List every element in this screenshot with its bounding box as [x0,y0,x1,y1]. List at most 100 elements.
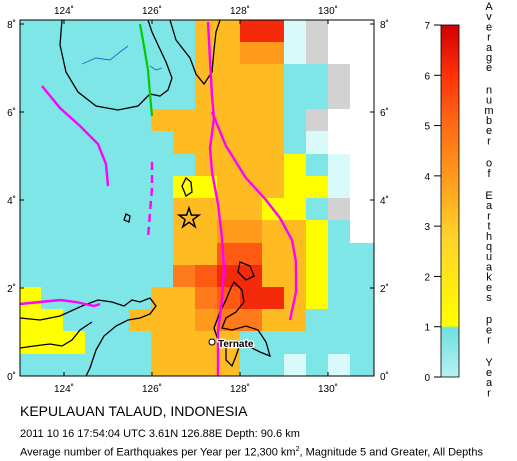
grid-cell [328,154,351,177]
grid-cell [151,87,174,110]
grid-cell [217,176,241,199]
grid-cell [195,287,218,310]
grid-cell [284,354,307,376]
grid-cell [107,131,130,155]
grid-cell [350,265,374,288]
grid-cell [129,354,152,376]
grid-cell [306,176,329,199]
river-line [149,65,163,71]
grid-cell [328,20,351,43]
legend-title-char: t [487,221,490,233]
grid-cell [350,331,374,355]
grid-cell [63,42,86,65]
grid-cell [195,64,218,88]
grid-cell [328,331,351,355]
grid-cell [306,109,329,132]
grid-cell [151,354,174,376]
grid-cell [129,265,152,288]
grid-cell [107,154,130,177]
grid-cell [217,42,241,65]
grid-cell [63,87,86,110]
grid-cell [217,64,241,88]
grid-cell [41,109,64,132]
legend-title-char: e [486,62,492,74]
grid-cell [107,20,130,43]
legend-tick-label: 3 [424,222,430,233]
grid-cell [20,265,42,288]
grid-cell [328,309,351,332]
caption-stats-text: Average number of Earthquakes per Year p… [20,446,296,459]
grid-cell [85,354,108,376]
grid-cell [240,220,263,244]
grid-cell [262,64,285,88]
grid-cell [41,20,64,43]
grid-cell [328,64,351,88]
grid-cell [63,243,86,266]
grid-cell [41,154,64,177]
grid-cell [306,131,329,155]
grid-cell [41,64,64,88]
grid-cell [63,354,86,376]
grid-cell [41,287,64,310]
grid-cell [173,42,196,65]
grid-cell [240,287,263,310]
grid-cell [173,87,196,110]
grid-cell [306,64,329,88]
legend-tick-label: 6 [424,71,430,82]
legend-title-char: q [486,241,492,253]
grid-cell [85,265,108,288]
grid-cell [20,42,42,65]
grid-cell [262,220,285,244]
grid-cell [85,309,108,332]
lon-tick-label-bottom: 130˚ [318,383,338,395]
grid-cell [151,220,174,244]
grid-cell [350,176,374,199]
grid-cell [328,176,351,199]
grid-cell [85,287,108,310]
grid-cell [217,109,241,132]
grid-cell [20,109,42,132]
fault-line [138,23,154,117]
legend-title-char: p [486,314,492,326]
grid-cell [195,42,218,65]
sulawesi-south-coast [20,321,93,349]
grid-cell [129,198,152,221]
grid-cell [350,20,374,43]
legend-title-char: a [486,261,493,273]
lon-tick-label-bottom: 128˚ [230,383,250,395]
grid-cell [284,20,307,43]
map-axes: 124˚ 124˚ 126˚ 126˚ 128˚ 128˚ 130˚ 130˚ 0˚ 0˚ 2˚ 2˚… [7,5,389,395]
grid-cell [262,331,285,355]
legend-title-char: E [485,190,492,202]
grid-cell [63,309,86,332]
halmahera-coast [213,280,271,368]
grid-cell [284,331,307,355]
legend-ticks: 0 1 2 3 4 5 6 7 [424,21,441,384]
lon-tick-label-top: 124˚ [54,5,74,17]
legend-title-char: o [486,158,492,170]
caption-stats-suffix: , Magnitude 5 and Greater, All Depths [299,446,483,459]
grid-cell [262,42,285,65]
grid-cell [328,220,351,244]
grid-cell [195,265,218,288]
grid-cell [151,176,174,199]
grid-cell [63,154,86,177]
grid-cell [350,220,374,244]
grid-cell [240,354,263,376]
legend-title-char: k [486,272,492,284]
ternate-label: Ternate [218,339,254,350]
legend-title-char: u [486,251,492,263]
grid-cell [173,354,196,376]
legend-title-char: h [486,231,492,243]
grid-cell [85,64,108,88]
grid-cell [350,154,374,177]
grid-cell [129,87,152,110]
legend-title-char: e [486,125,492,137]
grid-cell [173,64,196,88]
grid-cell [129,331,152,355]
grid-cell [151,331,174,355]
grid-cell [350,354,374,376]
